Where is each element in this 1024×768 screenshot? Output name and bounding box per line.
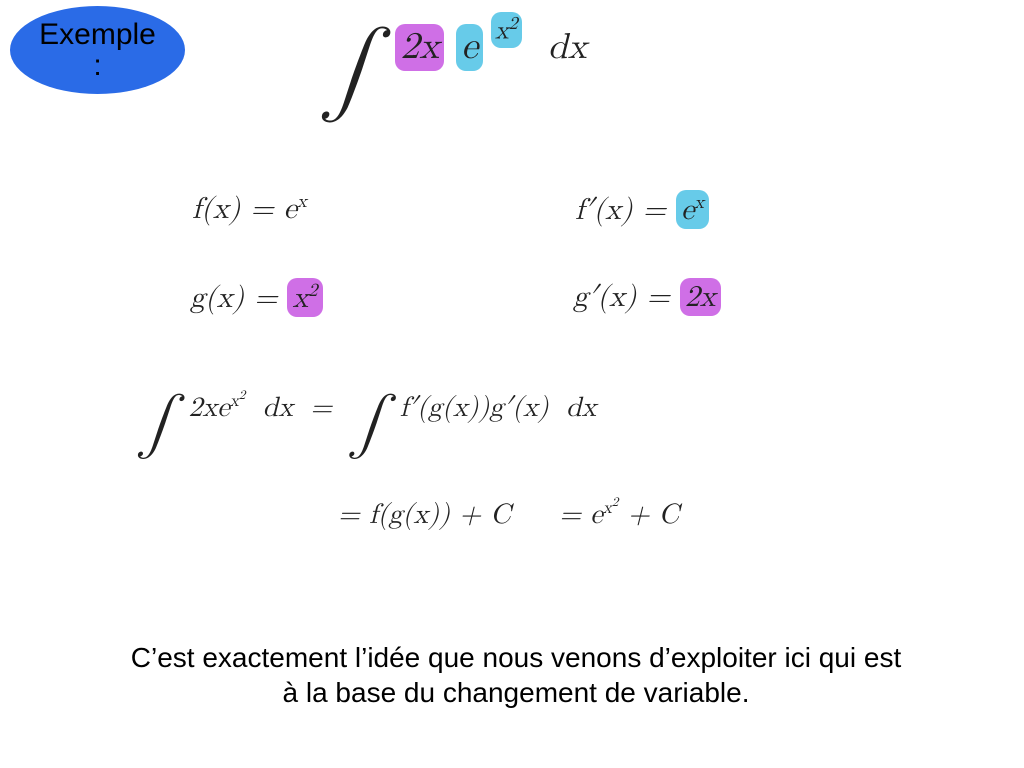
caption-line1: C’est exactement l’idée que nous venons … — [26, 640, 1006, 675]
row-g-rhs-2x: 2x — [680, 278, 721, 316]
row-f-rhs-sup: x — [694, 193, 704, 212]
row-f-lhs-sup: x — [297, 192, 307, 211]
deriv2-sup-x: x — [603, 500, 612, 517]
caption: C’est exactement l’idée que nous venons … — [26, 640, 1006, 710]
row-g-right: g′(x) = 2x — [573, 278, 721, 316]
page: Exemple : ∫ 2x e x2 dx f(x) = ex f′(x) =… — [0, 0, 1024, 768]
deriv1-sup-x: x — [230, 393, 239, 410]
deriv1-sup-2: 2 — [239, 389, 246, 402]
row-g-lhs-sup: 2 — [308, 281, 317, 300]
main-int-dx: dx — [548, 29, 587, 65]
main-int-exp-2: 2 — [509, 14, 518, 33]
row-f-left: f(x) = ex — [192, 190, 307, 227]
caption-line2: à la base du changement de variable. — [26, 675, 1006, 710]
main-int-e: e — [456, 24, 483, 71]
integral-symbol: ∫ — [322, 35, 379, 104]
deriv-line-2: = f(g(x)) + C = ex2 + C — [338, 495, 679, 532]
exemple-label-line2: : — [93, 50, 101, 82]
row-g-lhs-pre: g(x) = — [190, 283, 287, 313]
row-g-lhs-x: x — [292, 283, 308, 313]
deriv2-sup-2: 2 — [612, 496, 619, 509]
row-f-rhs-e: e — [681, 195, 694, 225]
row-g-rhs-pre: g′(x) = — [573, 282, 680, 312]
row-g-left: g(x) = x2 — [190, 278, 323, 317]
deriv2-c: + C — [628, 501, 679, 529]
row-f-right: f′(x) = ex — [575, 190, 709, 229]
deriv2-a: = f(g(x)) + C — [338, 501, 511, 529]
row-f-rhs-pre: f′(x) = — [575, 195, 676, 225]
main-int-2x: 2x — [395, 24, 444, 71]
deriv-line-1: ∫ 2xex2 dx = ∫ f′(g(x))g′(x) dx — [138, 388, 596, 448]
main-int-exp-x: x — [495, 19, 509, 45]
row-f-lhs: f(x) = e — [192, 194, 297, 224]
exemple-badge: Exemple : — [10, 6, 185, 94]
deriv2-b: = e — [559, 501, 603, 529]
main-integral: ∫ 2x e x2 dx — [322, 24, 587, 104]
exemple-label-line1: Exemple — [39, 19, 156, 51]
